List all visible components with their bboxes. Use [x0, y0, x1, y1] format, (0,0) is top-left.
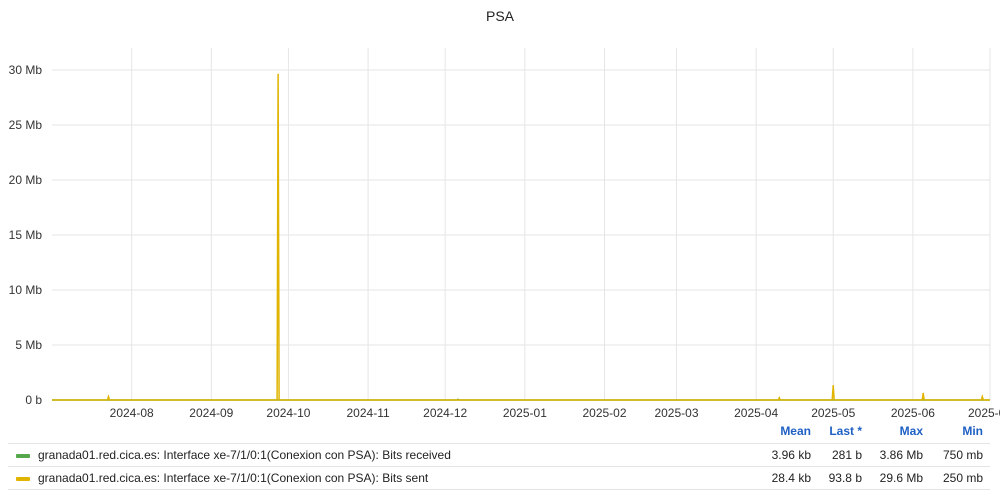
legend-header-max[interactable]: Max — [899, 424, 923, 438]
x-tick-label: 2024-12 — [423, 406, 467, 420]
stat-last: 281 b — [831, 448, 862, 462]
legend-header-min[interactable]: Min — [962, 424, 983, 438]
x-tick-label: 2024-09 — [189, 406, 233, 420]
data-point[interactable] — [778, 397, 781, 399]
x-tick-label: 2025-06 — [891, 406, 935, 420]
legend-row-sent[interactable]: granada01.red.cica.es: Interface xe-7/1/… — [8, 466, 990, 490]
stat-min: 250 mb — [942, 471, 983, 485]
y-tick-label: 30 Mb — [9, 63, 43, 77]
x-tick-label: 2025-01 — [503, 406, 547, 420]
data-point[interactable] — [922, 392, 924, 395]
chart-plot[interactable]: 0 b 5 Mb 10 Mb 15 Mb 20 Mb 25 Mb 30 Mb 2024-08 2… — [0, 30, 1000, 420]
series-name[interactable]: granada01.red.cica.es: Interface xe-7/1/… — [38, 448, 451, 462]
data-point[interactable] — [981, 395, 984, 398]
y-tick-label: 10 Mb — [9, 283, 43, 297]
x-tick-label: 2025-03 — [654, 406, 698, 420]
y-tick-label: 25 Mb — [9, 118, 43, 132]
y-tick-label: 5 Mb — [15, 338, 42, 352]
legend-header-last[interactable]: Last * — [829, 424, 862, 438]
panel-title[interactable]: PSA — [485, 8, 514, 24]
series-color-swatch[interactable] — [16, 477, 30, 481]
series-name[interactable]: granada01.red.cica.es: Interface xe-7/1/… — [38, 471, 429, 485]
data-point[interactable] — [832, 384, 835, 387]
x-tick-label: 2024-11 — [347, 406, 390, 420]
stat-min: 750 mb — [942, 448, 983, 462]
y-tick-label: 0 b — [25, 393, 42, 407]
series-line-sent[interactable] — [52, 74, 990, 401]
y-tick-label: 15 Mb — [9, 228, 43, 242]
data-point[interactable] — [107, 395, 110, 398]
data-point[interactable] — [277, 73, 279, 76]
stat-mean: 28.4 kb — [771, 471, 811, 485]
legend-row-received[interactable]: granada01.red.cica.es: Interface xe-7/1/… — [8, 443, 990, 466]
x-tick-label: 2025-07 — [968, 406, 1000, 420]
x-tick-label: 2025-04 — [734, 406, 778, 420]
legend-header-mean[interactable]: Mean — [780, 424, 811, 438]
stat-max: 3.86 Mb — [879, 448, 923, 462]
series-color-swatch[interactable] — [16, 454, 30, 458]
x-tick-label: 2024-08 — [110, 406, 154, 420]
stat-last: 93.8 b — [828, 471, 862, 485]
x-tick-label: 2025-05 — [811, 406, 855, 420]
x-tick-label: 2025-02 — [582, 406, 626, 420]
x-tick-label: 2024-10 — [266, 406, 310, 420]
stat-max: 29.6 Mb — [879, 471, 923, 485]
stat-mean: 3.96 kb — [771, 448, 811, 462]
y-tick-label: 20 Mb — [9, 173, 43, 187]
legend-header: Mean Last * Max Min — [0, 424, 1000, 440]
